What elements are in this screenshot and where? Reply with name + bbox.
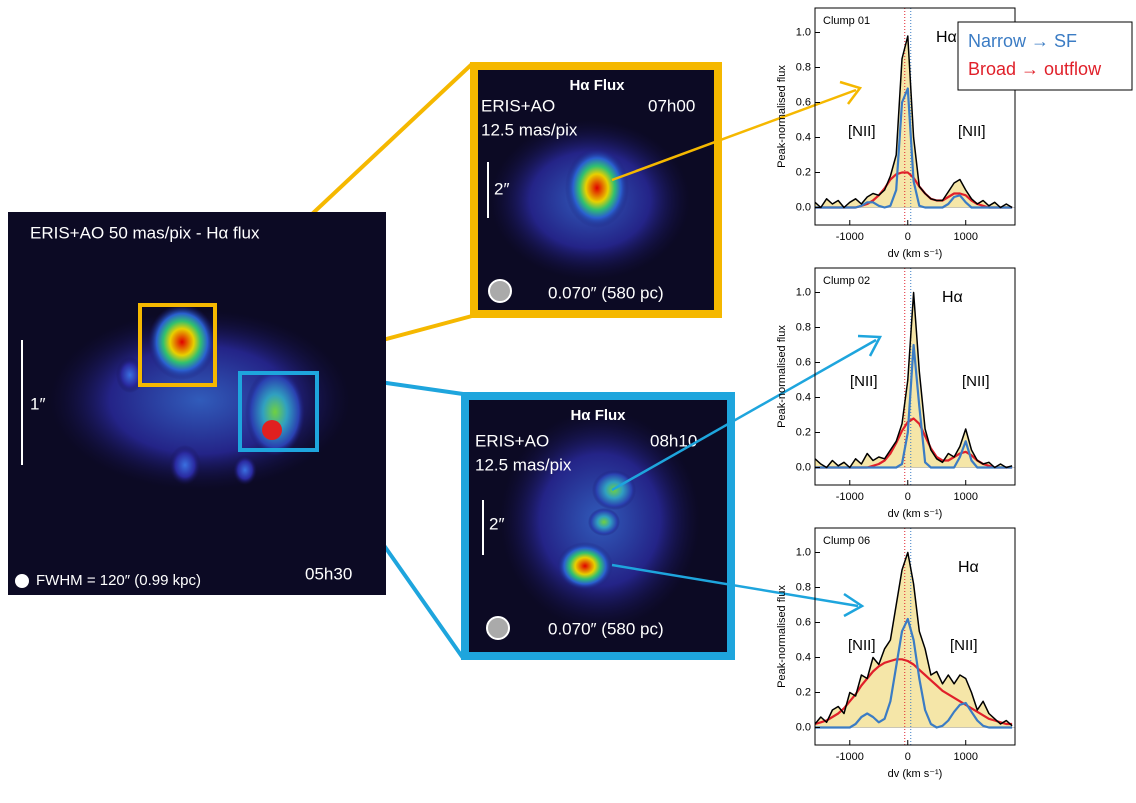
- instrument: ERIS+AO: [475, 431, 549, 450]
- x-tick-label: -1000: [836, 491, 864, 503]
- zoom-panel: Hα Flux ERIS+AO 08h10 12.5 mas/pix 2″ 0.…: [465, 396, 731, 656]
- spectrum-chart: 0.0 0.2 0.4 0.6 0.8 1.0 -1000 0 1000 dv (km s⁻¹) P…: [776, 528, 1015, 780]
- x-tick-label: 0: [905, 491, 911, 503]
- annotation: Hα: [942, 289, 963, 306]
- beam-label: 0.070″ (580 pc): [548, 283, 664, 302]
- beam-label: 0.070″ (580 pc): [548, 619, 664, 638]
- overview-title: ERIS+AO 50 mas/pix - Hα flux: [30, 223, 260, 242]
- x-tick-label: 0: [905, 751, 911, 763]
- x-tick-label: 1000: [953, 231, 977, 243]
- scale-label: 2″: [494, 179, 509, 198]
- x-axis-label: dv (km s⁻¹): [888, 248, 943, 260]
- y-axis-label: Peak-normalised flux: [776, 585, 788, 688]
- pixscale: 12.5 mas/pix: [481, 120, 578, 139]
- y-tick-label: 0.4: [796, 131, 811, 143]
- y-tick-label: 0.4: [796, 391, 811, 403]
- annotation: Hα: [936, 29, 957, 46]
- x-tick-label: 1000: [953, 491, 977, 503]
- time-label: 05h30: [305, 564, 352, 583]
- scale-label: 1″: [30, 394, 45, 413]
- y-tick-label: 1.0: [796, 26, 811, 38]
- x-axis-label: dv (km s⁻¹): [888, 768, 943, 780]
- plot-area: [815, 528, 1015, 745]
- annotation: [NII]: [962, 373, 990, 390]
- y-tick-label: 0.2: [796, 426, 811, 438]
- time-label: 08h10: [650, 431, 697, 450]
- x-axis-label: dv (km s⁻¹): [888, 508, 943, 520]
- legend-entry: Narrow → SF: [968, 31, 1077, 51]
- spectrum-chart: 0.0 0.2 0.4 0.6 0.8 1.0 -1000 0 1000 dv (km s⁻¹) P…: [776, 268, 1015, 520]
- y-tick-label: 0.0: [796, 201, 811, 213]
- y-tick-label: 0.2: [796, 686, 811, 698]
- annotation: [NII]: [848, 637, 876, 654]
- y-tick-label: 0.4: [796, 651, 811, 663]
- y-axis-label: Peak-normalised flux: [776, 325, 788, 428]
- chart-title: Clump 01: [823, 15, 870, 27]
- y-tick-label: 0.2: [796, 166, 811, 178]
- instrument: ERIS+AO: [481, 96, 555, 115]
- legend: Narrow → SF Broad → outflow: [958, 22, 1132, 90]
- y-tick-label: 0.0: [796, 461, 811, 473]
- y-tick-label: 0.6: [796, 96, 811, 108]
- y-tick-label: 0.8: [796, 321, 811, 333]
- beam-label: FWHM = 120″ (0.99 kpc): [36, 572, 201, 589]
- y-tick-label: 0.6: [796, 356, 811, 368]
- annotation: [NII]: [950, 637, 978, 654]
- x-tick-label: -1000: [836, 751, 864, 763]
- zoom-panel: Hα Flux ERIS+AO 07h00 12.5 mas/pix 2″ 0.…: [474, 66, 718, 314]
- zoom-title: Hα Flux: [569, 77, 625, 94]
- legend-entry: Broad → outflow: [968, 59, 1102, 79]
- y-tick-label: 1.0: [796, 286, 811, 298]
- annotation: Hα: [958, 559, 979, 576]
- annotation: [NII]: [848, 123, 876, 140]
- zoom-title: Hα Flux: [570, 407, 626, 424]
- x-tick-label: 1000: [953, 751, 977, 763]
- scale-label: 2″: [489, 514, 504, 533]
- pixscale: 12.5 mas/pix: [475, 455, 572, 474]
- x-tick-label: 0: [905, 231, 911, 243]
- spectra: 0.0 0.2 0.4 0.6 0.8 1.0 -1000 0 1000 dv (km s⁻¹) P…: [776, 8, 1015, 780]
- overview-map: ERIS+AO 50 mas/pix - Hα flux 1″ FWHM = 1…: [8, 212, 386, 595]
- annotation: [NII]: [958, 123, 986, 140]
- x-tick-label: -1000: [836, 231, 864, 243]
- figure: ERIS+AO 50 mas/pix - Hα flux 1″ FWHM = 1…: [0, 0, 1136, 798]
- y-tick-label: 1.0: [796, 546, 811, 558]
- y-tick-label: 0.6: [796, 616, 811, 628]
- chart-title: Clump 06: [823, 535, 870, 547]
- chart-title: Clump 02: [823, 275, 870, 287]
- y-tick-label: 0.0: [796, 721, 811, 733]
- annotation: [NII]: [850, 373, 878, 390]
- time-label: 07h00: [648, 96, 695, 115]
- y-axis-label: Peak-normalised flux: [776, 65, 788, 168]
- y-tick-label: 0.8: [796, 581, 811, 593]
- y-tick-label: 0.8: [796, 61, 811, 73]
